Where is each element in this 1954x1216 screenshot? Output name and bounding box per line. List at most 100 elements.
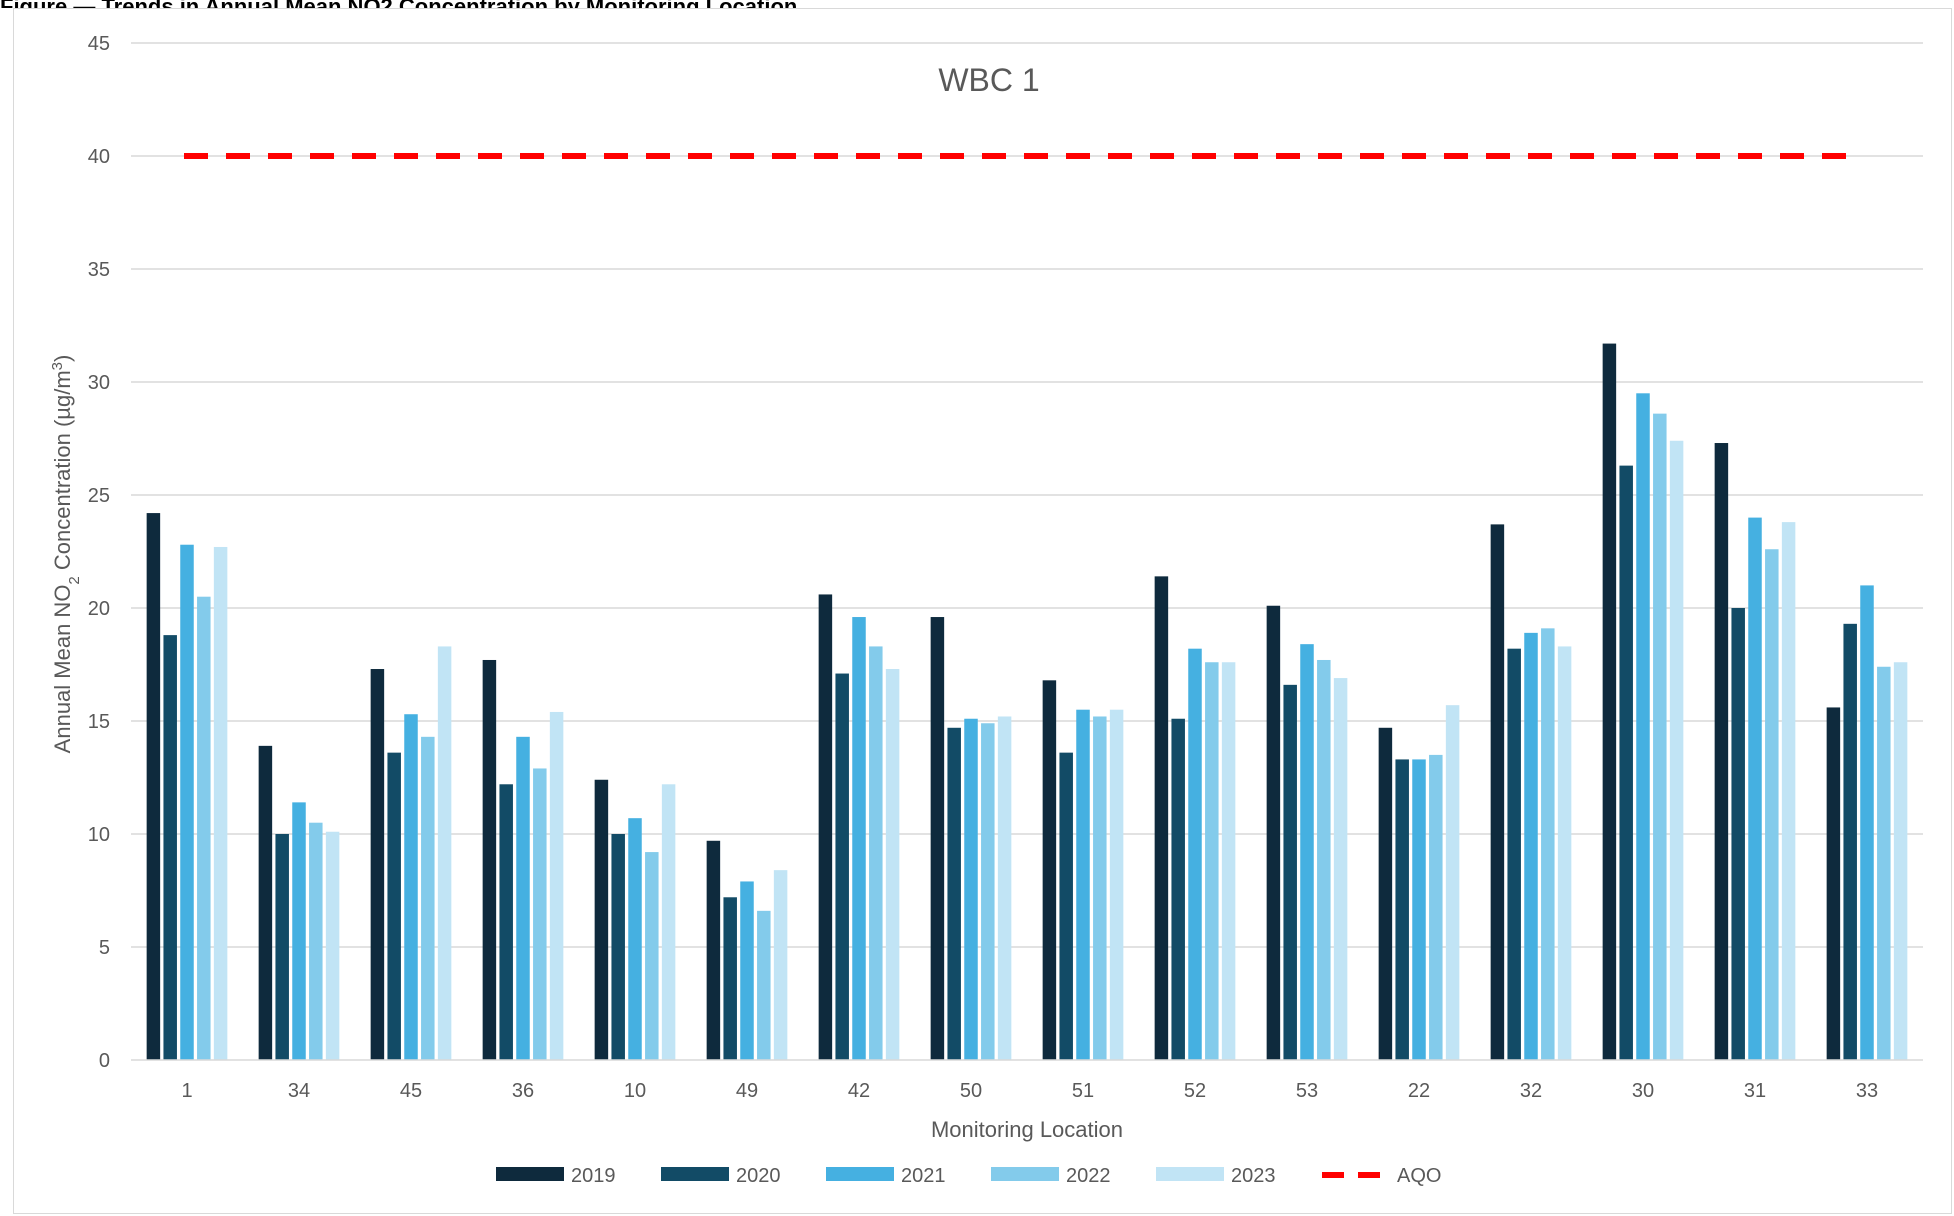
legend: 2019 2020 2021 2022 2023 AQO — [496, 1165, 1441, 1187]
legend-swatch-2020 — [661, 1167, 729, 1181]
bar-2019-loc-32 — [1490, 524, 1505, 1060]
x-tick-label: 51 — [1072, 1080, 1094, 1102]
bar-2020-loc-34 — [275, 834, 289, 1060]
bar-2021-loc-36 — [516, 736, 530, 1060]
bar-2023-loc-42 — [885, 669, 900, 1060]
x-tick-labels: 1 34 45 36 10 49 42 50 51 52 53 22 32 30 31 33 — [181, 1080, 1878, 1102]
x-tick-label: 31 — [1744, 1080, 1766, 1102]
bar-2019-loc-49 — [706, 840, 721, 1060]
x-tick-label: 52 — [1184, 1080, 1206, 1102]
bar-2020-loc-52 — [1171, 718, 1185, 1060]
bar-2021-loc-33 — [1860, 585, 1874, 1060]
x-tick-label: 1 — [181, 1080, 192, 1102]
bar-2020-loc-53 — [1283, 684, 1297, 1060]
legend-swatch-2019 — [496, 1167, 564, 1181]
x-tick-label: 32 — [1520, 1080, 1542, 1102]
bar-2021-loc-42 — [852, 617, 866, 1060]
bar-2023-loc-52 — [1221, 662, 1236, 1060]
y-tick-label: 30 — [88, 372, 110, 394]
legend-label-2020: 2020 — [736, 1165, 781, 1187]
bar-2021-loc-53 — [1300, 644, 1314, 1060]
x-tick-label: 10 — [624, 1080, 646, 1102]
bar-2020-loc-1 — [163, 635, 177, 1060]
bar-2023-loc-45 — [437, 646, 452, 1060]
y-tick-label: 45 — [88, 33, 110, 55]
bar-2021-loc-50 — [964, 718, 978, 1060]
bar-2022-loc-33 — [1877, 666, 1891, 1060]
bar-2021-loc-45 — [404, 714, 418, 1060]
bar-2023-loc-34 — [325, 831, 340, 1060]
x-tick-label: 45 — [400, 1080, 422, 1102]
bar-2019-loc-52 — [1154, 576, 1169, 1060]
bar-2021-loc-52 — [1188, 648, 1202, 1060]
y-tick-label: 35 — [88, 259, 110, 281]
bar-2023-loc-31 — [1781, 522, 1796, 1060]
bar-2022-loc-53 — [1317, 659, 1331, 1060]
y-axis-title: Annual Mean NO2 Concentration (µg/m3) — [49, 355, 83, 754]
bar-series — [146, 343, 1908, 1061]
x-tick-label: 30 — [1632, 1080, 1654, 1102]
bar-2019-loc-36 — [482, 659, 497, 1060]
bar-2019-loc-10 — [594, 779, 609, 1060]
y-tick-label: 10 — [88, 824, 110, 846]
legend-swatch-2023 — [1156, 1167, 1224, 1181]
bar-2019-loc-45 — [370, 669, 385, 1060]
figure-caption-cropped: Figure — Trends in Annual Mean NO2 Conce… — [0, 0, 1954, 8]
bar-2022-loc-50 — [981, 723, 995, 1060]
bar-2021-loc-1 — [180, 544, 194, 1060]
bar-2022-loc-31 — [1765, 549, 1779, 1060]
y-tick-labels: 0 5 10 15 20 25 30 35 40 45 — [88, 33, 110, 1072]
bar-2021-loc-22 — [1412, 759, 1426, 1060]
y-tick-label: 40 — [88, 146, 110, 168]
bar-2020-loc-32 — [1507, 648, 1521, 1060]
bar-2021-loc-31 — [1748, 517, 1762, 1060]
legend-label-2022: 2022 — [1066, 1165, 1111, 1187]
bar-2020-loc-51 — [1059, 752, 1073, 1060]
x-tick-label: 42 — [848, 1080, 870, 1102]
bar-2021-loc-30 — [1636, 393, 1650, 1060]
y-tick-label: 20 — [88, 598, 110, 620]
bar-2022-loc-22 — [1429, 754, 1443, 1060]
bar-2020-loc-30 — [1619, 465, 1633, 1060]
x-tick-label: 33 — [1856, 1080, 1878, 1102]
bar-2020-loc-10 — [611, 834, 625, 1060]
x-tick-label: 50 — [960, 1080, 982, 1102]
x-tick-label: 34 — [288, 1080, 310, 1102]
y-tick-label: 5 — [99, 937, 110, 959]
bar-2023-loc-1 — [213, 546, 228, 1060]
bar-2020-loc-31 — [1731, 608, 1745, 1060]
bar-2019-loc-30 — [1602, 343, 1617, 1061]
x-tick-label: 49 — [736, 1080, 758, 1102]
legend-label-2021: 2021 — [901, 1165, 946, 1187]
bar-2023-loc-30 — [1669, 440, 1684, 1060]
bar-2022-loc-52 — [1205, 662, 1219, 1060]
bar-2019-loc-31 — [1714, 443, 1729, 1060]
legend-label-AQO: AQO — [1397, 1165, 1441, 1187]
bar-2022-loc-1 — [197, 596, 211, 1060]
x-tick-label: 22 — [1408, 1080, 1430, 1102]
bar-2021-loc-10 — [628, 818, 642, 1060]
bar-2020-loc-45 — [387, 752, 401, 1060]
bar-2020-loc-49 — [723, 897, 737, 1060]
bar-2023-loc-49 — [773, 870, 788, 1060]
bar-2019-loc-42 — [818, 594, 833, 1060]
bar-2020-loc-22 — [1395, 759, 1409, 1060]
bar-2022-loc-36 — [533, 768, 547, 1060]
y-tick-label: 25 — [88, 485, 110, 507]
legend-swatch-2022 — [991, 1167, 1059, 1181]
bar-2019-loc-1 — [146, 513, 161, 1060]
bar-2019-loc-33 — [1826, 707, 1841, 1060]
bar-2022-loc-45 — [421, 736, 435, 1060]
bar-2022-loc-51 — [1093, 716, 1107, 1060]
chart-title: WBC 1 — [938, 62, 1039, 98]
bar-2022-loc-34 — [309, 822, 323, 1060]
x-tick-label: 53 — [1296, 1080, 1318, 1102]
bar-2021-loc-34 — [292, 802, 306, 1060]
bar-2022-loc-32 — [1541, 628, 1555, 1060]
bar-2019-loc-22 — [1378, 727, 1393, 1060]
bar-2022-loc-10 — [645, 852, 659, 1060]
y-tick-label: 0 — [99, 1050, 110, 1072]
bar-2021-loc-51 — [1076, 709, 1090, 1060]
bar-2023-loc-36 — [549, 711, 564, 1060]
